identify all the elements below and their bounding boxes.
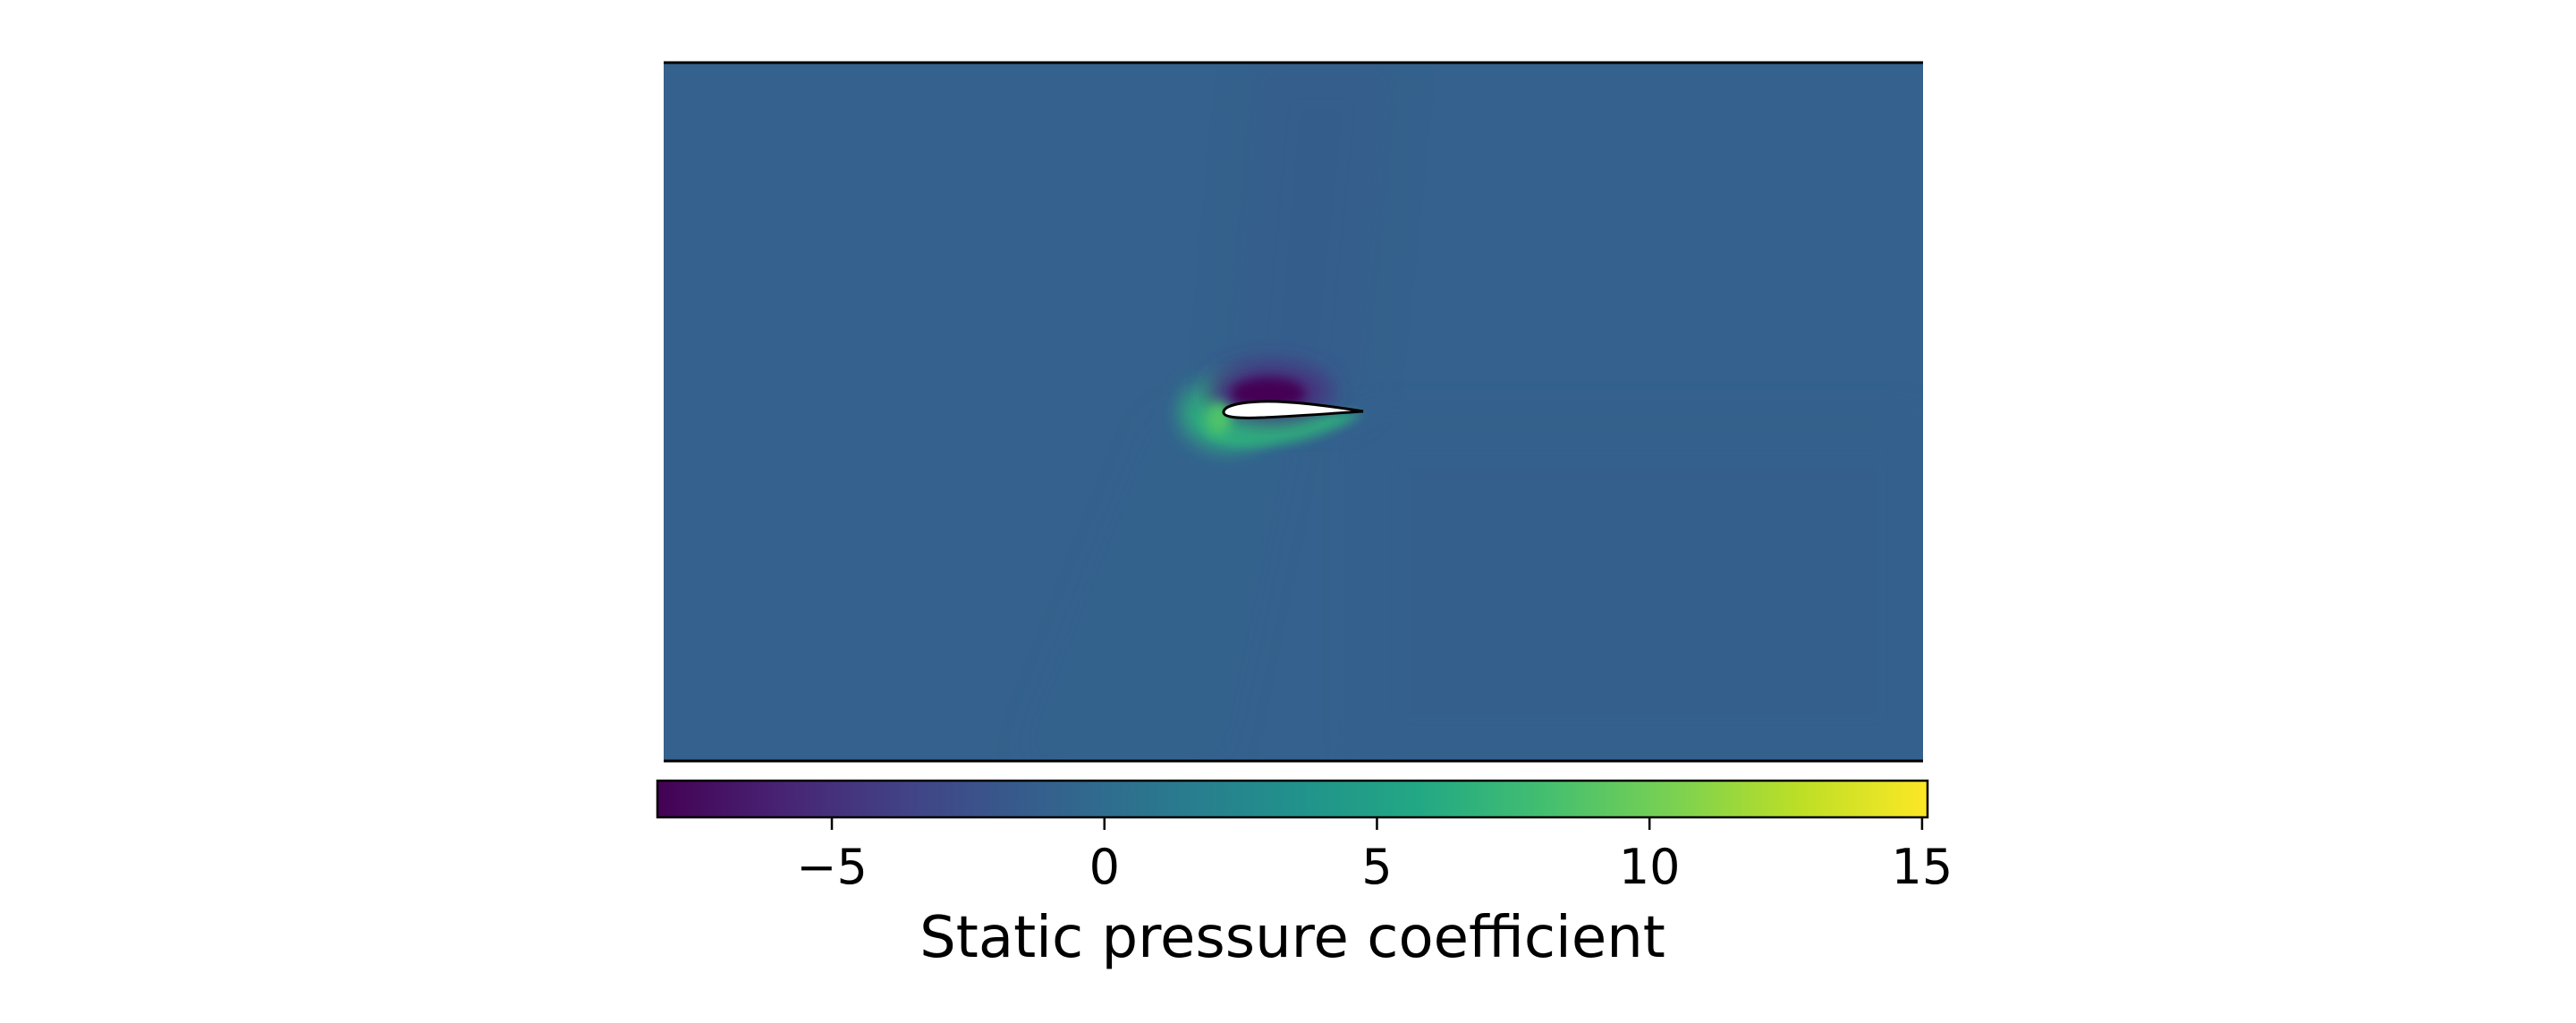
colorbar-label: Static pressure coefficient (919, 905, 1665, 971)
airfoil-shape (1222, 400, 1364, 419)
lower-front-wedge (1029, 420, 1288, 761)
colorbar-tick-label: −5 (796, 839, 868, 895)
upper-wake-wedge (1225, 63, 1395, 411)
colorbar-tick-label: 10 (1619, 839, 1681, 895)
colorbar-tick-label: 15 (1892, 839, 1953, 895)
pressure-field (664, 63, 1923, 761)
lower-surface-region (1202, 413, 1363, 446)
colorbar-tick-label: 5 (1361, 839, 1392, 895)
colorbar-gradient (656, 779, 1929, 819)
colorbar-tick-label: 0 (1089, 839, 1120, 895)
colorbar: −5 0 5 10 15 Static pressure coefficient (656, 779, 1953, 971)
lower-rear-region (1361, 420, 1923, 761)
colorbar-ticks: −5 0 5 10 15 (796, 817, 1953, 895)
